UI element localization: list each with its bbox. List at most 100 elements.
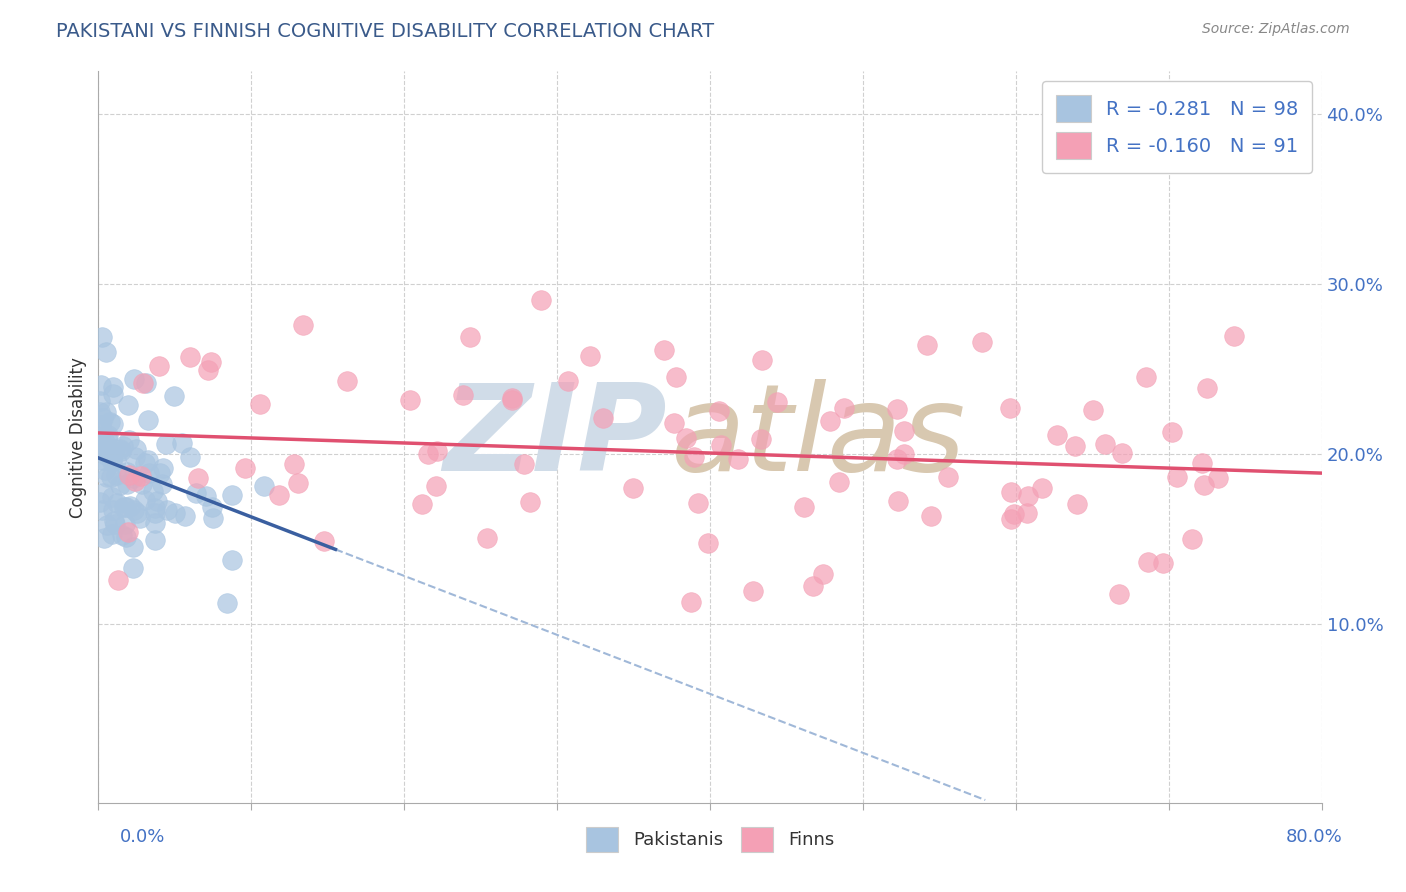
Point (90, 438, 112, 452)
Point (253, 479, 276, 493)
Point (1015, 507, 1038, 521)
Point (710, 438, 733, 452)
Point (101, 386, 124, 401)
Point (426, 444, 449, 458)
Point (399, 393, 422, 408)
Point (793, 500, 815, 514)
Point (124, 450, 146, 464)
Point (104, 442, 127, 456)
Point (146, 494, 169, 508)
Point (1000, 512, 1022, 526)
Point (682, 450, 704, 465)
Point (155, 437, 177, 451)
Point (1002, 507, 1025, 521)
Point (96, 469, 118, 483)
Point (108, 442, 131, 456)
Point (132, 376, 155, 390)
Point (1017, 489, 1039, 503)
Point (124, 475, 146, 489)
Point (936, 469, 959, 483)
Point (131, 477, 153, 491)
Point (136, 453, 159, 467)
Point (114, 517, 136, 532)
Point (458, 330, 481, 344)
Point (165, 507, 187, 521)
Point (91, 503, 114, 517)
Point (163, 389, 186, 403)
Point (100, 526, 122, 541)
Point (138, 413, 160, 427)
Point (90, 378, 112, 392)
Point (202, 511, 225, 525)
Point (579, 349, 602, 363)
Point (143, 506, 166, 520)
Point (221, 552, 243, 566)
Point (122, 503, 145, 517)
Point (90, 438, 112, 452)
Point (129, 469, 152, 483)
Point (818, 414, 841, 428)
Point (765, 395, 787, 409)
Point (179, 350, 201, 364)
Point (828, 475, 851, 490)
Point (127, 506, 149, 520)
Point (811, 567, 834, 582)
Point (118, 433, 141, 447)
Point (103, 514, 125, 528)
Point (1152, 556, 1174, 570)
Point (103, 380, 125, 394)
Point (179, 450, 201, 465)
Point (89, 425, 111, 439)
Point (475, 531, 498, 545)
Text: 0.0%: 0.0% (120, 828, 165, 846)
Legend: Pakistanis, Finns: Pakistanis, Finns (579, 820, 841, 860)
Point (115, 500, 138, 514)
Point (89, 430, 111, 444)
Point (893, 447, 915, 461)
Point (134, 457, 156, 471)
Point (887, 493, 910, 508)
Point (96, 517, 118, 532)
Point (89, 394, 111, 409)
Point (149, 466, 172, 480)
Point (117, 398, 139, 412)
Point (122, 561, 145, 575)
Point (235, 460, 257, 475)
Point (416, 447, 439, 461)
Point (921, 508, 943, 523)
Point (801, 579, 824, 593)
Point (681, 595, 703, 609)
Point (170, 436, 193, 450)
Point (707, 404, 730, 418)
Point (1046, 428, 1069, 442)
Point (173, 509, 195, 524)
Point (675, 431, 697, 445)
Point (1136, 555, 1159, 569)
Point (1192, 478, 1215, 492)
Text: Source: ZipAtlas.com: Source: ZipAtlas.com (1202, 22, 1350, 37)
Point (249, 397, 271, 411)
Point (89, 495, 111, 509)
Point (143, 533, 166, 548)
Point (194, 489, 217, 503)
Point (90, 418, 112, 433)
Point (96, 428, 118, 442)
Point (519, 495, 541, 509)
Point (1166, 470, 1188, 484)
Text: atlas: atlas (671, 378, 966, 496)
Point (886, 402, 908, 417)
Point (697, 536, 720, 550)
Point (111, 528, 134, 542)
Point (104, 516, 127, 531)
Point (98, 416, 121, 430)
Point (893, 424, 915, 438)
Point (101, 503, 124, 517)
Point (1191, 456, 1213, 470)
Point (834, 401, 856, 415)
Point (100, 443, 122, 458)
Point (94, 463, 117, 477)
Point (118, 468, 141, 483)
Point (217, 596, 239, 610)
Point (129, 511, 152, 525)
Point (970, 334, 993, 349)
